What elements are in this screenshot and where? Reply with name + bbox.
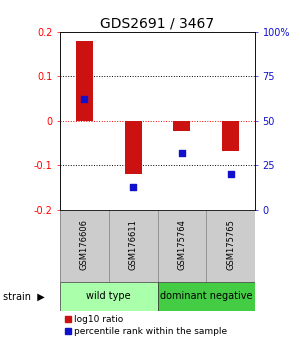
Bar bbox=[109, 210, 158, 282]
Point bbox=[228, 171, 233, 177]
Text: GSM175765: GSM175765 bbox=[226, 219, 235, 270]
Bar bbox=[158, 282, 255, 311]
Bar bbox=[158, 210, 206, 282]
Text: GSM176606: GSM176606 bbox=[80, 219, 89, 270]
Text: wild type: wild type bbox=[86, 291, 131, 301]
Bar bbox=[173, 121, 190, 131]
Text: dominant negative: dominant negative bbox=[160, 291, 253, 301]
Bar bbox=[76, 41, 93, 121]
Bar bbox=[60, 210, 109, 282]
Legend: log10 ratio, percentile rank within the sample: log10 ratio, percentile rank within the … bbox=[64, 315, 228, 336]
Bar bbox=[60, 282, 158, 311]
Bar bbox=[222, 121, 239, 151]
Text: GSM176611: GSM176611 bbox=[129, 219, 138, 270]
Bar bbox=[206, 210, 255, 282]
Point bbox=[82, 97, 87, 102]
Point bbox=[131, 184, 136, 189]
Text: strain  ▶: strain ▶ bbox=[3, 291, 45, 301]
Title: GDS2691 / 3467: GDS2691 / 3467 bbox=[100, 17, 214, 31]
Text: GSM175764: GSM175764 bbox=[177, 219, 186, 270]
Point bbox=[179, 150, 184, 156]
Bar bbox=[124, 121, 142, 174]
